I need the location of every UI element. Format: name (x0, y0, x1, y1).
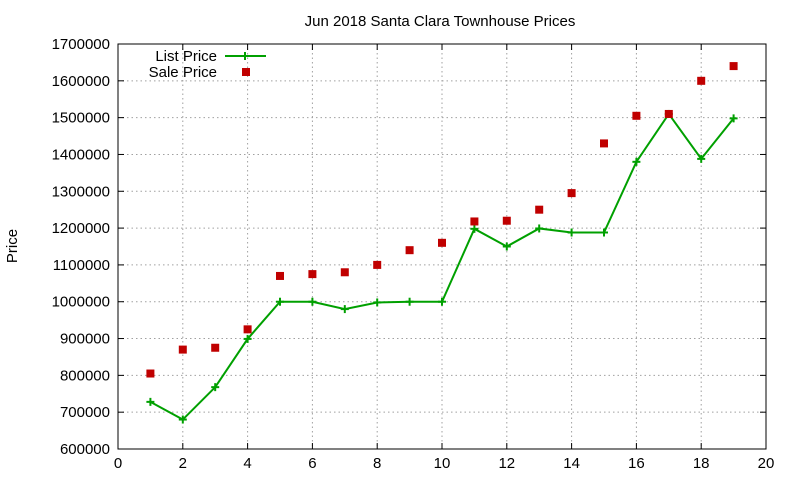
y-tick-label: 1200000 (52, 220, 110, 237)
list-price-point (243, 334, 252, 343)
y-axis-label: Price (4, 229, 21, 263)
sale-price-point (502, 216, 511, 225)
y-tick-label: 1100000 (53, 257, 110, 274)
list-price-point (211, 383, 220, 392)
list-price-point (146, 397, 155, 406)
x-tick-label: 2 (179, 455, 187, 472)
legend: List Price Sale Price (149, 48, 266, 81)
list-price-point (178, 415, 187, 424)
sale-price-point (729, 62, 738, 71)
list-price-point (276, 297, 284, 306)
legend-label-sale-price: Sale Price (149, 64, 217, 81)
x-tick-label: 20 (758, 455, 775, 472)
y-tick-label: 700000 (60, 404, 110, 421)
sale-price-point (405, 246, 414, 255)
x-tick-label: 6 (308, 455, 316, 472)
legend-label-list-price: List Price (155, 48, 217, 65)
sale-price-point (470, 217, 479, 226)
sale-price-point (600, 139, 608, 148)
y-tick-label: 1600000 (52, 73, 110, 90)
y-tick-label: 1000000 (52, 294, 110, 311)
x-tick-label: 4 (243, 455, 251, 472)
series-layer (146, 62, 738, 424)
chart-title: Jun 2018 Santa Clara Townhouse Prices (305, 13, 576, 30)
sale-price-point (567, 189, 576, 198)
list-price-point (438, 297, 446, 306)
sale-price-point (535, 205, 544, 214)
legend-marker-sale-price (242, 68, 250, 76)
y-tick-label: 800000 (60, 367, 110, 384)
sale-price-point (373, 260, 382, 269)
sale-price-point (211, 343, 220, 352)
y-tick-label: 1400000 (52, 146, 110, 163)
list-price-point (405, 297, 414, 306)
list-price-point (373, 298, 382, 307)
x-tick-label: 14 (563, 455, 580, 472)
x-tick-label: 0 (114, 455, 122, 472)
list-price-point (502, 242, 511, 251)
list-price-point (340, 305, 349, 314)
list-price-point (470, 224, 479, 233)
list-price-point (600, 228, 608, 237)
axis-ticks (117, 43, 767, 450)
sale-price-point (308, 270, 317, 279)
x-tick-label: 16 (628, 455, 645, 472)
y-tick-label: 600000 (60, 441, 110, 458)
x-tick-label: 10 (434, 455, 451, 472)
sale-price-point (632, 111, 641, 120)
y-tick-labels: 600000 700000 800000 900000 1000000 1100000 12… (52, 36, 110, 458)
sale-price-point (276, 271, 284, 280)
sale-price-point (438, 238, 446, 247)
y-tick-label: 1500000 (52, 110, 110, 127)
list-price-point (535, 224, 544, 233)
x-tick-labels: 0 2 4 6 8 10 12 14 16 18 20 (114, 455, 775, 472)
sale-price-point (697, 76, 706, 85)
legend-marker-list-price (241, 52, 249, 60)
sale-price-point (243, 325, 252, 334)
sale-price-point (146, 369, 155, 378)
x-tick-label: 8 (373, 455, 381, 472)
sale-price-point (178, 345, 187, 354)
sale-price-point (664, 109, 673, 118)
y-tick-label: 900000 (60, 331, 110, 348)
x-tick-label: 18 (693, 455, 710, 472)
list-price-point (697, 154, 706, 163)
y-tick-label: 1700000 (52, 36, 110, 53)
x-tick-label: 12 (498, 455, 515, 472)
list-price-point (729, 114, 738, 123)
list-price-point (632, 157, 641, 166)
list-price-point (567, 228, 576, 237)
sale-price-point (340, 268, 349, 277)
y-tick-label: 1300000 (52, 183, 110, 200)
list-price-point (308, 297, 317, 306)
